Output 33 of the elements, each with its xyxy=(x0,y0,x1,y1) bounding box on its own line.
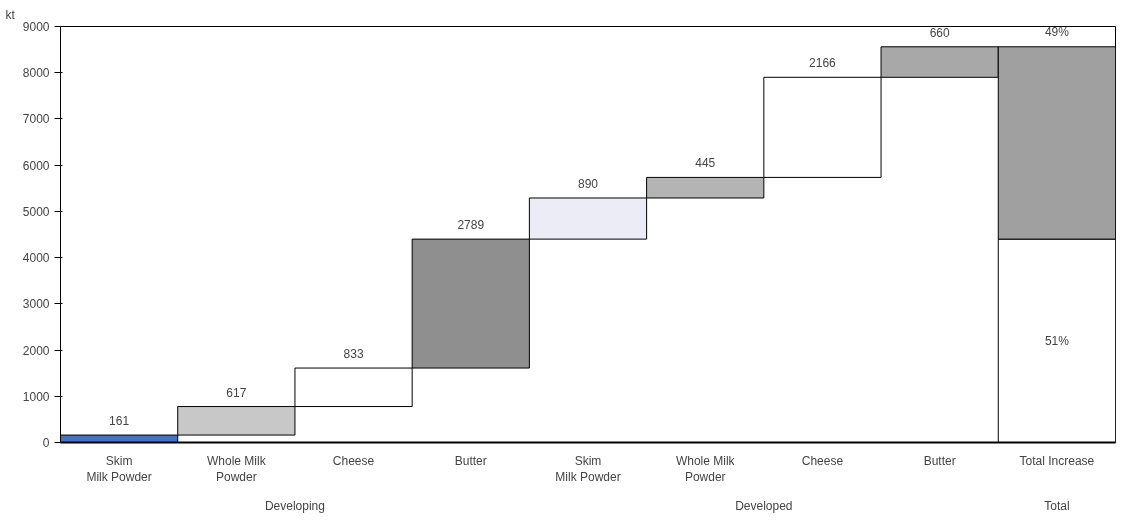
y-tick-label: 4000 xyxy=(22,251,50,266)
data-label: 890 xyxy=(577,176,599,191)
y-axis-title: kt xyxy=(5,7,16,22)
x-tick-label: Butter xyxy=(454,453,487,468)
y-tick-label: 1000 xyxy=(22,389,50,404)
data-label: 2166 xyxy=(809,56,837,71)
y-tick-label: 2000 xyxy=(22,343,50,358)
text: Developing xyxy=(264,498,325,513)
data-label: 660 xyxy=(929,25,950,40)
data-label: 833 xyxy=(343,347,364,362)
data-label: 161 xyxy=(109,414,130,429)
text: Developed xyxy=(735,498,793,513)
data-label: 445 xyxy=(695,156,716,171)
data-label: 2789 xyxy=(457,218,485,233)
x-tick-label: Skim Milk Powder xyxy=(555,453,621,485)
text: Total xyxy=(1044,498,1070,513)
y-tick-label: 7000 xyxy=(22,112,50,127)
x-tick-label: Cheese xyxy=(332,453,375,468)
y-tick-label: 9000 xyxy=(22,20,50,34)
y-tick-label: 5000 xyxy=(22,204,50,219)
x-tick-label: Whole Milk Powder xyxy=(675,453,736,485)
y-tick-label: 3000 xyxy=(22,297,50,312)
y-tick-label: 6000 xyxy=(22,158,50,173)
data-label: 617 xyxy=(226,385,247,400)
y-tick-label: 0 xyxy=(42,436,50,450)
x-tick-label: Total Increase xyxy=(1019,453,1095,468)
y-tick-label: 8000 xyxy=(22,66,50,81)
x-tick-label: Butter xyxy=(923,453,956,468)
x-tick-label: Whole Milk Powder xyxy=(207,453,267,485)
x-tick-label: Cheese xyxy=(801,453,844,468)
x-tick-label: Skim Milk Powder xyxy=(86,453,152,485)
annotation: 49% xyxy=(1044,24,1070,39)
annotation: 51% xyxy=(1044,333,1070,348)
